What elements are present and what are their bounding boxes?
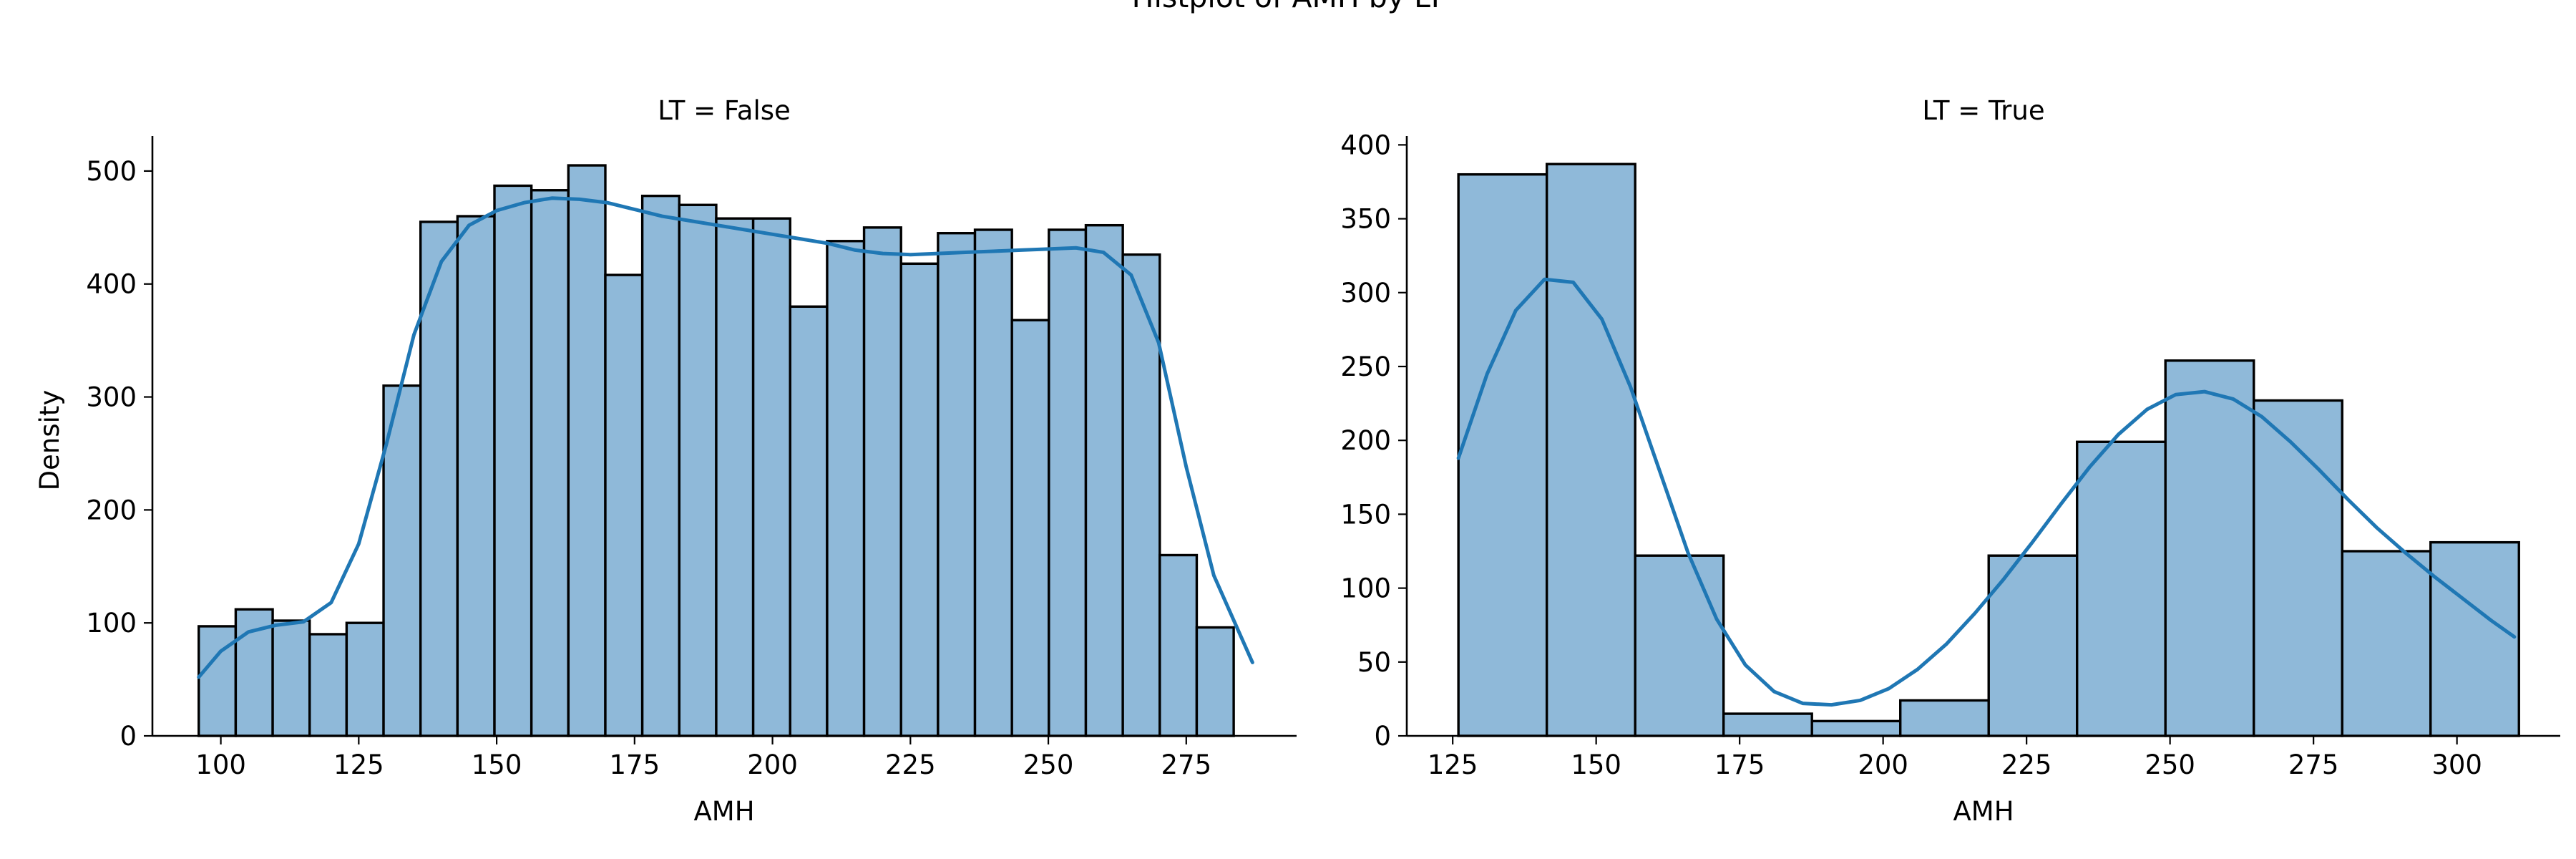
- histogram-bar: [899, 262, 940, 737]
- histogram-bar: [604, 273, 644, 737]
- x-tick-label: 200: [747, 749, 798, 780]
- histogram-bar: [826, 240, 866, 737]
- histogram-bar: [308, 633, 348, 737]
- histogram-bar: [1810, 719, 1902, 737]
- histogram-bar: [1634, 554, 1725, 737]
- y-axis-label-lt-false: Density: [34, 390, 65, 491]
- histogram-bar: [271, 619, 311, 737]
- axes-lt-false: 100 125 150 175 200 225 250 275 0 100 200 300 400 500: [86, 136, 1297, 780]
- histogram-bar: [678, 203, 718, 737]
- panel-lt-true: LT = True AMH 125 150 175 200 225 250 275 300 0 5…: [1340, 95, 2560, 827]
- histogram-bar: [2164, 359, 2255, 737]
- histogram-bar: [1158, 553, 1199, 737]
- x-tick-label: 200: [1858, 749, 1908, 780]
- y-tick-label: 0: [119, 721, 137, 752]
- x-tick-label: 250: [1023, 749, 1074, 780]
- axes-lt-true: 125 150 175 200 225 250 275 300 0 50 100 150 200 250 3…: [1340, 130, 2560, 780]
- histogram-bar: [862, 226, 902, 737]
- x-tick-label: 225: [2001, 749, 2052, 780]
- y-tick-label: 300: [86, 382, 137, 413]
- histogram-bar: [789, 305, 829, 737]
- histogram-bar: [1987, 554, 2079, 737]
- y-tick-label: 100: [86, 608, 137, 639]
- x-tick-label: 150: [1571, 749, 1621, 780]
- bars-lt-true: [1456, 162, 2520, 737]
- figure-title: Histplot of AMH by LT: [1132, 0, 1445, 14]
- bars-lt-false: [197, 164, 1254, 737]
- histogram-bar: [567, 164, 607, 737]
- panel-title-lt-false: LT = False: [658, 95, 791, 126]
- histogram-bar: [1084, 223, 1124, 737]
- y-tick-label: 200: [1340, 425, 1391, 456]
- x-tick-label: 100: [195, 749, 246, 780]
- x-tick-label: 300: [2431, 749, 2482, 780]
- y-tick-label: 200: [86, 495, 137, 525]
- histogram-bar: [1195, 626, 1235, 737]
- histogram-bar: [937, 232, 977, 737]
- histogram-bar: [973, 228, 1013, 737]
- x-tick-label: 275: [1161, 749, 1211, 780]
- histogram-bar: [493, 184, 533, 737]
- histogram-bar: [1121, 253, 1161, 737]
- y-tick-label: 250: [1340, 351, 1391, 382]
- x-tick-label: 250: [2145, 749, 2195, 780]
- histogram-bar: [1899, 699, 1990, 737]
- histogram-bar: [1545, 162, 1636, 737]
- y-tick-label: 350: [1340, 204, 1391, 235]
- histogram-bar: [1048, 228, 1088, 737]
- y-tick-label: 0: [1374, 721, 1391, 752]
- histogram-bar: [715, 217, 755, 737]
- x-tick-label: 150: [472, 749, 522, 780]
- y-tick-label: 300: [1340, 278, 1391, 309]
- x-axis-label-lt-false: AMH: [693, 796, 754, 827]
- x-tick-label: 125: [1428, 749, 1478, 780]
- histogram-bar: [640, 194, 680, 737]
- histogram-bar: [530, 189, 570, 737]
- kde-line: [1456, 277, 2517, 707]
- histogram-bar: [345, 621, 385, 737]
- histogram-bar: [1010, 319, 1050, 737]
- panel-lt-false: LT = False AMH Density 100 125 150 175 200 22…: [34, 95, 1297, 827]
- x-axis-label-lt-true: AMH: [1953, 796, 2014, 827]
- kde-line: [197, 196, 1254, 679]
- x-tick-label: 275: [2288, 749, 2339, 780]
- histogram-bar: [456, 215, 496, 737]
- histogram-bar: [1722, 712, 1813, 737]
- histogram-bar: [2076, 440, 2167, 737]
- x-tick-label: 175: [1714, 749, 1765, 780]
- y-tick-label: 100: [1340, 573, 1391, 604]
- y-tick-label: 400: [86, 269, 137, 300]
- histogram-bar: [2341, 550, 2432, 737]
- histogram-bar: [1457, 173, 1548, 737]
- y-tick-label: 500: [86, 156, 137, 187]
- y-tick-label: 400: [1340, 130, 1391, 160]
- x-tick-label: 175: [610, 749, 660, 780]
- histogram-bar: [751, 217, 791, 737]
- y-tick-label: 50: [1357, 647, 1391, 678]
- x-tick-label: 125: [333, 749, 384, 780]
- panel-title-lt-true: LT = True: [1922, 95, 2044, 126]
- x-tick-label: 225: [885, 749, 936, 780]
- y-tick-label: 150: [1340, 499, 1391, 530]
- histogram-bar: [2429, 540, 2520, 737]
